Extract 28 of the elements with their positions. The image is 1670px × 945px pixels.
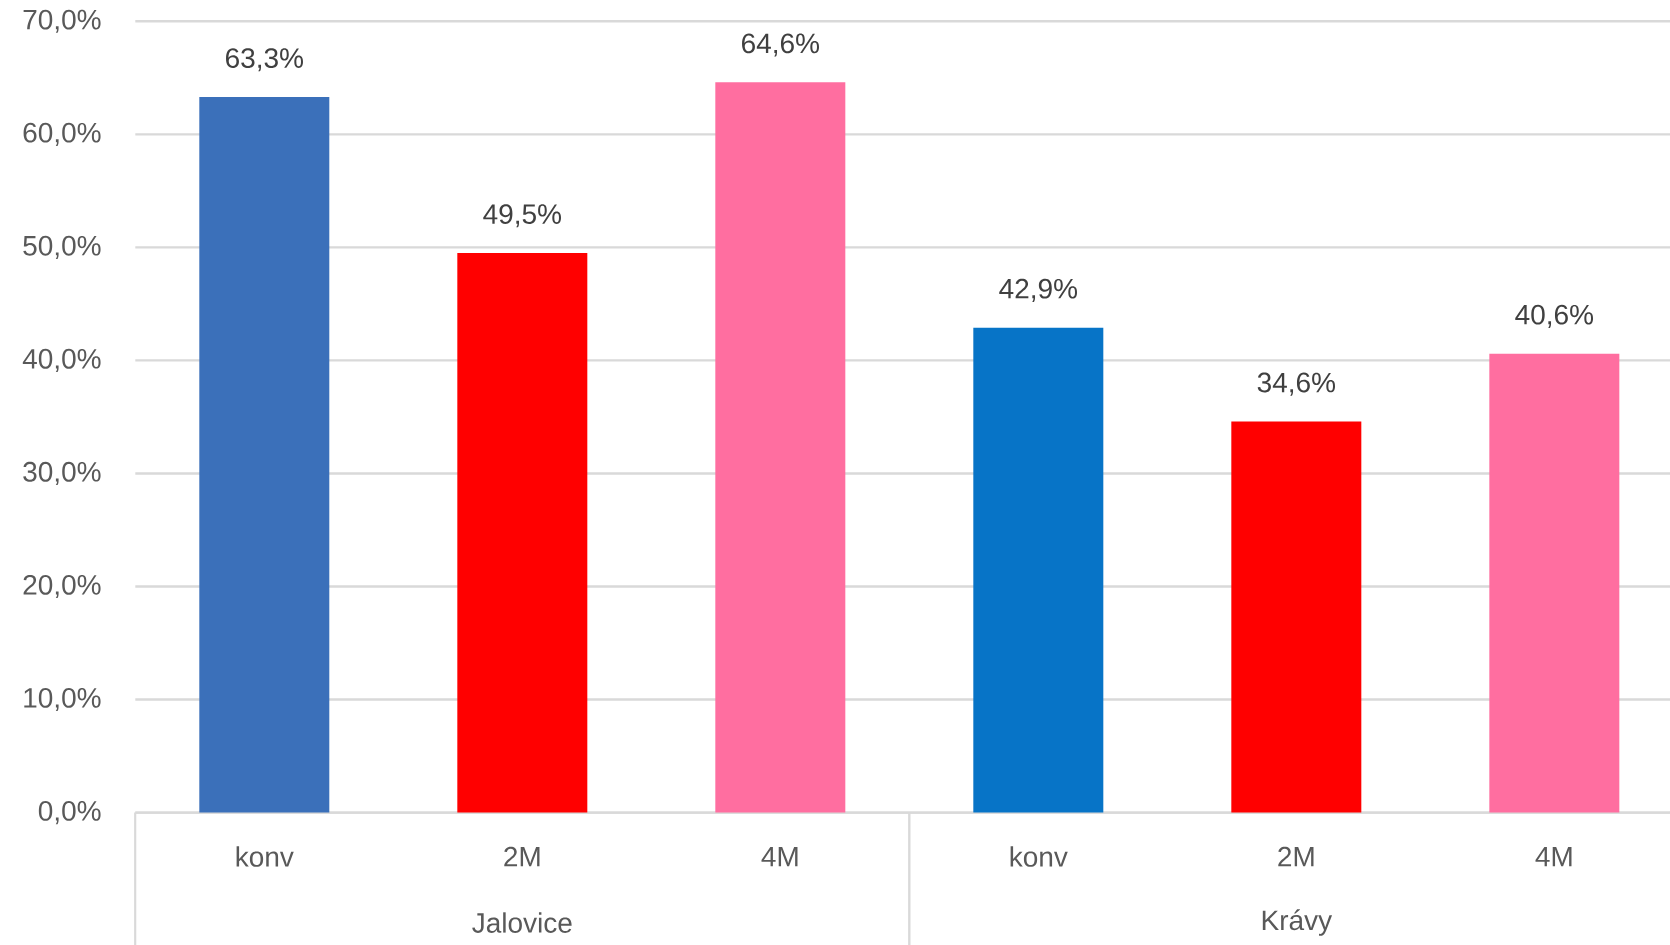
text: Krávy: [1262, 909, 1333, 936]
data-label: 42,9%: [999, 278, 1078, 302]
bar: [715, 82, 846, 813]
y-tick-label: 70,0%: [23, 9, 101, 33]
y-tick-label: 30,0%: [23, 461, 101, 486]
y-tick-label: 20,0%: [23, 574, 101, 599]
y-tick-label: 40,0%: [22, 348, 101, 372]
data-label: 49,5%: [483, 204, 561, 228]
y-tick-label: 50,0%: [23, 235, 101, 259]
data-label: 64,6%: [742, 33, 820, 57]
x-tick-label: 2M: [1278, 846, 1314, 867]
x-tick-label: 4M: [1535, 846, 1572, 867]
data-label: 34,6%: [1257, 372, 1336, 396]
y-tick-label: 0,0%: [38, 801, 101, 825]
bar: [1231, 421, 1362, 813]
y-tick-label: 60,0%: [23, 122, 101, 146]
bar: [1489, 353, 1620, 813]
data-label: 40,6%: [1515, 304, 1594, 328]
bar: [973, 327, 1104, 813]
bar: [199, 97, 330, 813]
x-tick-label: konv: [1010, 846, 1068, 867]
data-label: 63,3%: [226, 48, 303, 72]
y-tick-label: 10,0%: [24, 687, 101, 712]
text: Jalovice: [472, 912, 572, 933]
x-tick-label: 2M: [504, 846, 540, 867]
x-tick-label: 4M: [761, 846, 798, 867]
x-tick-label: konv: [236, 846, 294, 867]
bar: [457, 253, 588, 813]
